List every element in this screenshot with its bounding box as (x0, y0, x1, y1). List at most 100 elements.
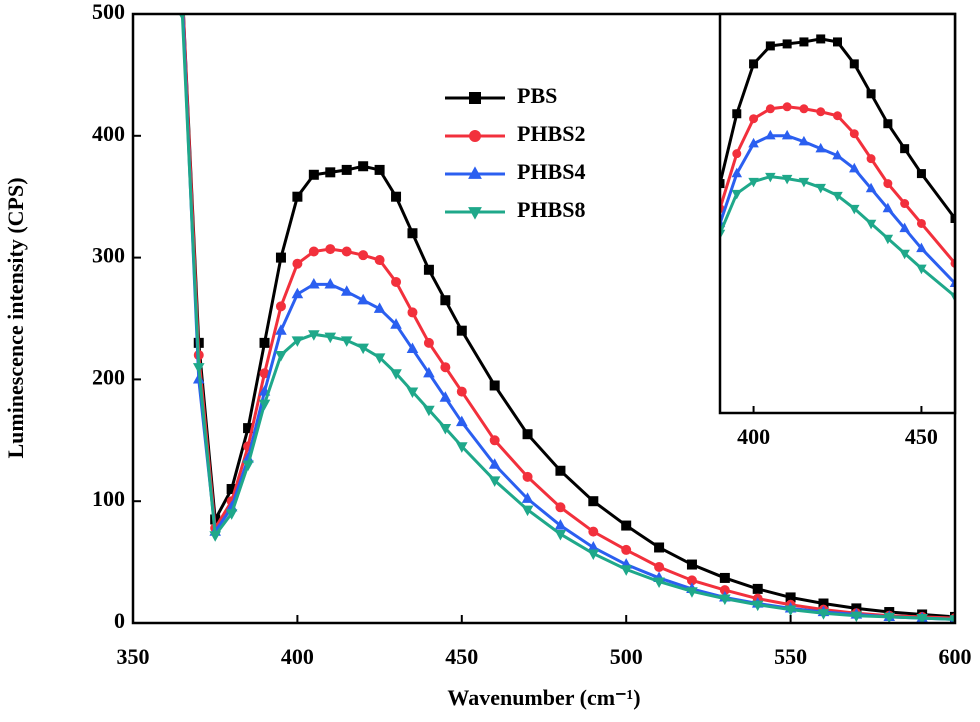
y-axis-title: Luminescence intensity (CPS) (3, 177, 28, 458)
marker (699, 249, 707, 257)
marker (341, 164, 352, 175)
marker (649, 180, 657, 188)
marker (833, 37, 842, 47)
x-tick-label: 450 (445, 644, 478, 669)
marker (468, 166, 482, 179)
marker (259, 337, 270, 348)
marker (373, 302, 386, 313)
marker (832, 191, 843, 202)
marker (177, 0, 187, 5)
marker (423, 264, 434, 275)
inset-x-tick-label: 450 (905, 424, 938, 449)
marker (798, 177, 810, 188)
marker (308, 246, 319, 257)
marker (468, 207, 482, 220)
marker (325, 167, 336, 178)
marker (587, 549, 600, 561)
marker (325, 244, 336, 255)
marker (749, 59, 759, 69)
marker (406, 387, 419, 399)
marker (765, 41, 775, 51)
marker (456, 442, 468, 453)
marker (292, 258, 303, 269)
marker (665, 338, 674, 346)
marker (749, 114, 759, 124)
marker (648, 209, 657, 217)
marker (799, 104, 809, 114)
marker (423, 366, 435, 378)
marker (784, 605, 797, 617)
marker (654, 542, 665, 553)
marker (225, 509, 238, 520)
y-tick-label: 400 (92, 121, 125, 146)
marker (488, 476, 501, 487)
marker (588, 526, 599, 537)
marker (357, 343, 369, 355)
marker (815, 183, 826, 194)
marker (621, 544, 632, 555)
marker (816, 107, 826, 117)
marker (815, 142, 826, 153)
marker (682, 320, 691, 328)
marker (648, 200, 657, 208)
inset-frame (718, 12, 957, 415)
marker (900, 199, 910, 209)
marker (782, 39, 792, 49)
marker (781, 174, 793, 185)
marker (686, 559, 697, 570)
marker (439, 424, 452, 435)
marker (308, 330, 320, 341)
marker (731, 167, 743, 178)
marker (456, 325, 467, 336)
marker (719, 594, 731, 606)
marker (440, 362, 451, 373)
marker (666, 324, 674, 332)
marker (456, 386, 467, 397)
marker (554, 519, 567, 530)
marker (291, 336, 304, 347)
marker (242, 460, 254, 472)
marker (751, 600, 764, 612)
marker (620, 565, 632, 576)
marker (358, 250, 369, 261)
marker (883, 612, 896, 623)
marker (291, 287, 304, 299)
marker (882, 234, 894, 245)
x-tick-label: 350 (117, 644, 150, 669)
marker (341, 246, 352, 257)
marker (275, 252, 286, 263)
marker (732, 149, 742, 159)
x-tick-label: 500 (610, 644, 643, 669)
marker (682, 299, 690, 307)
y-tick-label: 300 (92, 243, 125, 268)
marker (489, 435, 500, 446)
marker (883, 119, 893, 129)
marker (374, 164, 385, 175)
marker (732, 109, 742, 119)
marker (916, 218, 926, 228)
marker (292, 191, 303, 202)
marker (390, 369, 402, 380)
marker (799, 37, 809, 47)
marker (469, 130, 481, 142)
marker (488, 458, 501, 469)
marker (439, 391, 452, 402)
marker (489, 380, 500, 391)
marker (916, 169, 926, 179)
inset-background (720, 14, 955, 413)
inset-x-tick-label: 400 (737, 424, 770, 449)
y-tick-label: 100 (92, 486, 125, 511)
marker (816, 34, 826, 44)
plot-area (177, 0, 955, 623)
marker (865, 219, 877, 230)
marker (192, 363, 205, 374)
marker (916, 614, 928, 623)
marker (275, 350, 287, 362)
marker (833, 111, 842, 121)
marker (865, 182, 877, 193)
marker (781, 129, 793, 140)
marker (866, 89, 876, 99)
x-tick-label: 550 (774, 644, 807, 669)
